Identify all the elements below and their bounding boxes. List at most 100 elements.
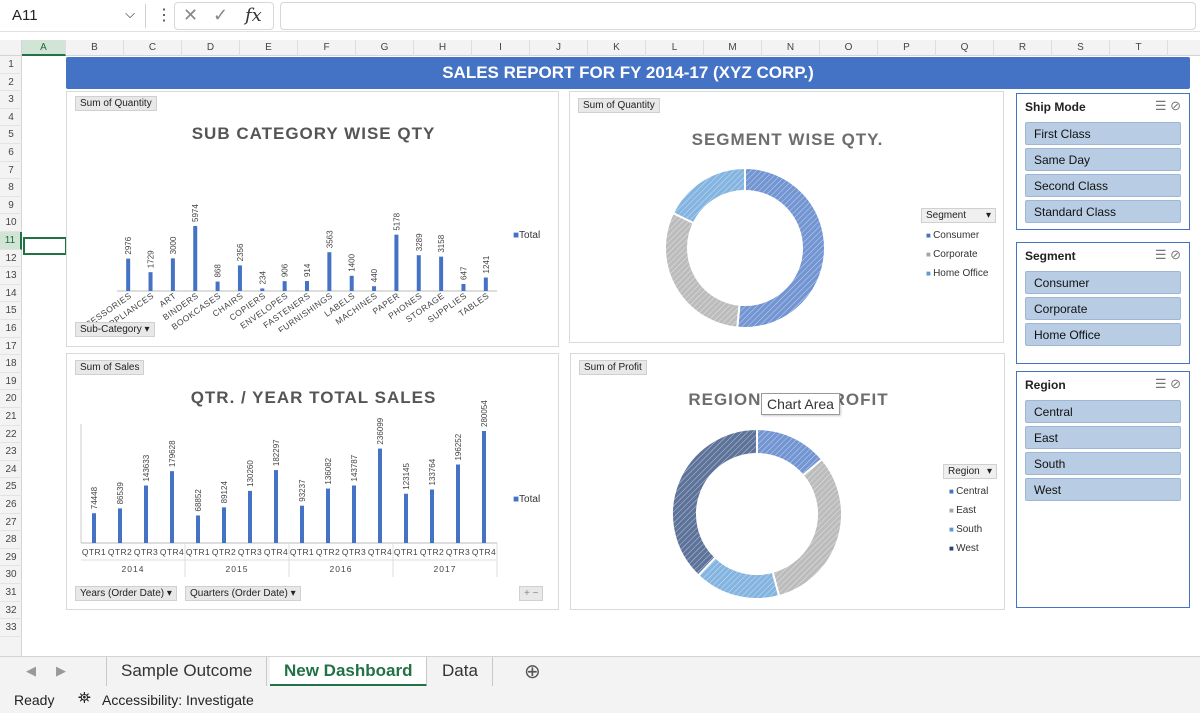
region-chart[interactable]: Sum of Profit REGION WISE PROFIT Region▾… <box>570 353 1005 610</box>
quarters-field-button[interactable]: Quarters (Order Date) ▾ <box>185 586 301 601</box>
column-header[interactable]: T <box>1110 40 1168 56</box>
row-header[interactable]: 25 <box>0 478 22 496</box>
ship-mode-slicer[interactable]: Ship Mode ☰ ⊘ First Class Same Day Second Cl… <box>1016 93 1190 230</box>
slicer-item[interactable]: Standard Class <box>1025 200 1181 223</box>
column-header[interactable]: O <box>820 40 878 56</box>
column-header[interactable]: E <box>240 40 298 56</box>
clear-filter-icon[interactable]: ⊘ <box>1170 376 1181 391</box>
column-header[interactable]: Q <box>936 40 994 56</box>
row-header[interactable]: 5 <box>0 126 22 144</box>
row-header[interactable]: 18 <box>0 355 22 373</box>
row-header[interactable]: 29 <box>0 549 22 567</box>
row-header[interactable]: 4 <box>0 109 22 127</box>
clear-filter-icon[interactable]: ⊘ <box>1170 247 1181 262</box>
row-header[interactable]: 15 <box>0 302 22 320</box>
row-header[interactable]: 30 <box>0 566 22 584</box>
column-header[interactable]: M <box>704 40 762 56</box>
row-header[interactable]: 28 <box>0 531 22 549</box>
segment-slicer[interactable]: Segment ☰ ⊘ Consumer Corporate Home Office <box>1016 242 1190 364</box>
more-options-icon[interactable]: ⋮ <box>156 7 172 24</box>
subcategory-chart[interactable]: Sum of Quantity SUB CATEGORY WISE QTY 29… <box>66 91 559 347</box>
chevron-down-icon[interactable]: ⌵ <box>125 6 135 21</box>
slicer-item[interactable]: West <box>1025 478 1181 501</box>
selected-cell[interactable] <box>23 237 67 255</box>
segment-chart[interactable]: Sum of Quantity SEGMENT WISE QTY. Segmen… <box>569 91 1004 343</box>
row-header[interactable]: 31 <box>0 584 22 602</box>
slicer-item[interactable]: Second Class <box>1025 174 1181 197</box>
name-box[interactable]: A11 ⌵ <box>4 4 146 28</box>
row-header[interactable]: 27 <box>0 514 22 532</box>
accessibility-status[interactable]: Accessibility: Investigate <box>102 692 254 708</box>
row-header[interactable]: 3 <box>0 91 22 109</box>
column-header[interactable]: G <box>356 40 414 56</box>
row-header[interactable]: 8 <box>0 179 22 197</box>
column-header[interactable]: R <box>994 40 1052 56</box>
enter-icon[interactable]: ✓ <box>213 5 229 25</box>
row-header[interactable]: 11 <box>0 232 22 250</box>
slicer-item[interactable]: East <box>1025 426 1181 449</box>
slicer-item[interactable]: South <box>1025 452 1181 475</box>
insert-function-icon[interactable]: fx <box>245 5 262 26</box>
slicer-item[interactable]: Central <box>1025 400 1181 423</box>
row-header[interactable]: 20 <box>0 390 22 408</box>
row-header[interactable]: 24 <box>0 461 22 479</box>
column-header[interactable]: N <box>762 40 820 56</box>
subcategory-field-button[interactable]: Sub-Category ▾ <box>75 322 155 337</box>
expand-field-button[interactable]: + − <box>519 586 544 601</box>
scroll-left-icon[interactable]: ◀ <box>26 663 36 678</box>
value-field-button[interactable]: Sum of Sales <box>75 360 145 375</box>
column-header[interactable]: L <box>646 40 704 56</box>
value-field-button[interactable]: Sum of Profit <box>579 360 647 375</box>
column-header[interactable]: P <box>878 40 936 56</box>
row-header[interactable]: 1 <box>0 56 22 74</box>
column-header[interactable]: K <box>588 40 646 56</box>
tab-sample-outcome[interactable]: Sample Outcome <box>106 657 268 687</box>
row-header[interactable]: 6 <box>0 144 22 162</box>
region-slicer[interactable]: Region ☰ ⊘ Central East South West <box>1016 371 1190 608</box>
tab-data[interactable]: Data <box>428 657 493 687</box>
slicer-item[interactable]: Consumer <box>1025 271 1181 294</box>
column-header[interactable]: S <box>1052 40 1110 56</box>
row-header[interactable]: 14 <box>0 285 22 303</box>
row-header[interactable]: 12 <box>0 250 22 268</box>
column-header[interactable]: B <box>66 40 124 56</box>
formula-input[interactable] <box>280 2 1196 30</box>
multi-select-icon[interactable]: ☰ <box>1154 247 1171 262</box>
row-header[interactable]: 33 <box>0 619 22 637</box>
row-header[interactable]: 16 <box>0 320 22 338</box>
row-header[interactable]: 32 <box>0 602 22 620</box>
add-sheet-icon[interactable]: ⊕ <box>524 661 541 683</box>
scroll-right-icon[interactable]: ▶ <box>56 663 66 678</box>
multi-select-icon[interactable]: ☰ <box>1154 376 1171 391</box>
slicer-item[interactable]: Same Day <box>1025 148 1181 171</box>
segment-legend-filter[interactable]: Segment ▾ <box>921 208 996 223</box>
multi-select-icon[interactable]: ☰ <box>1154 98 1171 113</box>
column-header[interactable]: J <box>530 40 588 56</box>
value-field-button[interactable]: Sum of Quantity <box>578 98 660 113</box>
select-all-corner[interactable] <box>0 40 22 56</box>
column-header[interactable]: H <box>414 40 472 56</box>
row-header[interactable]: 22 <box>0 426 22 444</box>
row-header[interactable]: 23 <box>0 443 22 461</box>
region-legend-filter[interactable]: Region ▾ <box>943 464 997 479</box>
row-header[interactable]: 9 <box>0 197 22 215</box>
column-header[interactable]: C <box>124 40 182 56</box>
quarterly-sales-chart[interactable]: Sum of Sales QTR. / YEAR TOTAL SALES 744… <box>66 353 559 610</box>
value-field-button[interactable]: Sum of Quantity <box>75 96 157 111</box>
row-header[interactable]: 21 <box>0 408 22 426</box>
row-header[interactable]: 26 <box>0 496 22 514</box>
slicer-item[interactable]: Home Office <box>1025 323 1181 346</box>
tab-new-dashboard[interactable]: New Dashboard <box>270 657 428 687</box>
column-header[interactable]: I <box>472 40 530 56</box>
cancel-icon[interactable]: ✕ <box>183 5 199 25</box>
row-header[interactable]: 17 <box>0 338 22 356</box>
slicer-item[interactable]: First Class <box>1025 122 1181 145</box>
years-field-button[interactable]: Years (Order Date) ▾ <box>75 586 177 601</box>
slicer-item[interactable]: Corporate <box>1025 297 1181 320</box>
row-header[interactable]: 13 <box>0 267 22 285</box>
row-header[interactable]: 2 <box>0 74 22 92</box>
column-header[interactable]: A <box>22 40 66 56</box>
column-header[interactable]: F <box>298 40 356 56</box>
row-header[interactable]: 19 <box>0 373 22 391</box>
column-header[interactable]: D <box>182 40 240 56</box>
